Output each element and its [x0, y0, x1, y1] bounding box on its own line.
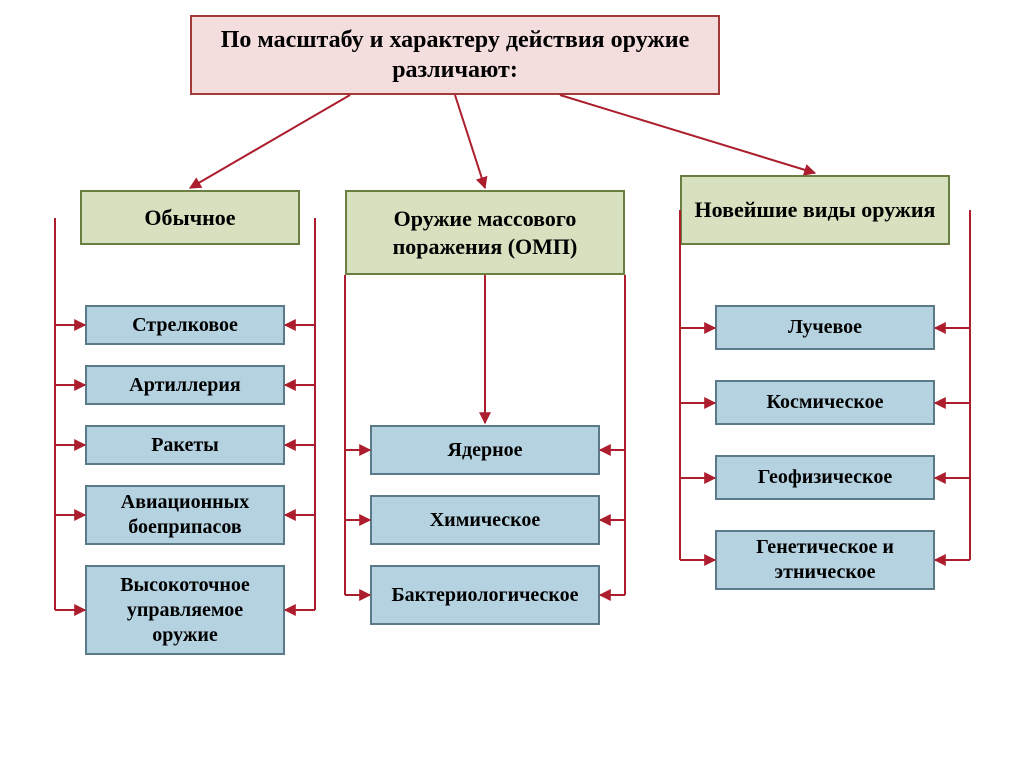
leaf-beam: Лучевое — [715, 305, 935, 350]
root-title: По масштабу и характеру действия оружие … — [190, 15, 720, 95]
leaf-chemical: Химическое — [370, 495, 600, 545]
category-newest: Новейшие виды оружия — [680, 175, 950, 245]
leaf-space: Космическое — [715, 380, 935, 425]
leaf-bacteriological: Бактериологическое — [370, 565, 600, 625]
leaf-nuclear: Ядерное — [370, 425, 600, 475]
leaf-aviation-ammo: Авиационных боеприпасов — [85, 485, 285, 545]
leaf-rockets: Ракеты — [85, 425, 285, 465]
leaf-precision-guided: Высокоточное управляемое оружие — [85, 565, 285, 655]
category-wmd: Оружие массового поражения (ОМП) — [345, 190, 625, 275]
leaf-geophysical: Геофизическое — [715, 455, 935, 500]
leaf-artillery: Артиллерия — [85, 365, 285, 405]
leaf-small-arms: Стрелковое — [85, 305, 285, 345]
category-conventional: Обычное — [80, 190, 300, 245]
leaf-genetic-ethnic: Генетическое и этническое — [715, 530, 935, 590]
